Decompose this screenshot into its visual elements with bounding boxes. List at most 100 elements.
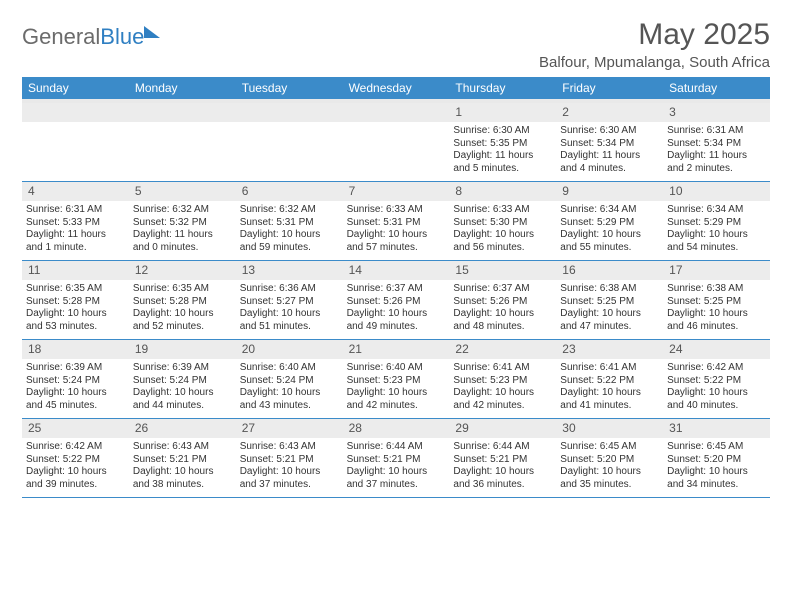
sunrise-line: Sunrise: 6:40 AM: [347, 362, 446, 375]
day-number: 23: [556, 340, 663, 359]
day-number: 18: [22, 340, 129, 359]
sunset-line: Sunset: 5:24 PM: [133, 375, 232, 388]
day-info: Sunrise: 6:38 AMSunset: 5:25 PMDaylight:…: [560, 283, 659, 333]
sunrise-line: Sunrise: 6:45 AM: [667, 441, 766, 454]
sunset-line: Sunset: 5:23 PM: [347, 375, 446, 388]
daylight-line: Daylight: 10 hours and 34 minutes.: [667, 466, 766, 491]
day-number: 16: [556, 261, 663, 280]
daylight-line: Daylight: 10 hours and 39 minutes.: [26, 466, 125, 491]
sunset-line: Sunset: 5:29 PM: [560, 217, 659, 230]
calendar-week: 1Sunrise: 6:30 AMSunset: 5:35 PMDaylight…: [22, 103, 770, 182]
day-info: Sunrise: 6:30 AMSunset: 5:35 PMDaylight:…: [453, 125, 552, 175]
day-info: Sunrise: 6:41 AMSunset: 5:22 PMDaylight:…: [560, 362, 659, 412]
daylight-line: Daylight: 10 hours and 40 minutes.: [667, 387, 766, 412]
calendar-cell: 23 Sunrise: 6:41 AMSunset: 5:22 PMDayligh…: [556, 340, 663, 418]
sunrise-line: Sunrise: 6:45 AM: [560, 441, 659, 454]
day-number: 21: [343, 340, 450, 359]
day-info: Sunrise: 6:33 AMSunset: 5:30 PMDaylight:…: [453, 204, 552, 254]
day-info: Sunrise: 6:44 AMSunset: 5:21 PMDaylight:…: [347, 441, 446, 491]
sunset-line: Sunset: 5:22 PM: [26, 454, 125, 467]
sunset-line: Sunset: 5:25 PM: [560, 296, 659, 309]
daylight-line: Daylight: 11 hours and 1 minute.: [26, 229, 125, 254]
day-number: 22: [449, 340, 556, 359]
day-info: Sunrise: 6:31 AMSunset: 5:33 PMDaylight:…: [26, 204, 125, 254]
calendar: SundayMondayTuesdayWednesdayThursdayFrid…: [22, 77, 770, 498]
daylight-line: Daylight: 10 hours and 35 minutes.: [560, 466, 659, 491]
calendar-cell: 15Sunrise: 6:37 AMSunset: 5:26 PMDayligh…: [449, 261, 556, 339]
day-info: Sunrise: 6:32 AMSunset: 5:32 PMDaylight:…: [133, 204, 232, 254]
calendar-cell: 7Sunrise: 6:33 AMSunset: 5:31 PMDaylight…: [343, 182, 450, 260]
day-number: 14: [343, 261, 450, 280]
day-number: 31: [663, 419, 770, 438]
daylight-line: Daylight: 10 hours and 59 minutes.: [240, 229, 339, 254]
calendar-cell: 26Sunrise: 6:43 AMSunset: 5:21 PMDayligh…: [129, 419, 236, 497]
brand-name-part1: General: [22, 24, 100, 49]
calendar-cell: 24Sunrise: 6:42 AMSunset: 5:22 PMDayligh…: [663, 340, 770, 418]
weekday-header: Monday: [129, 77, 236, 99]
sunset-line: Sunset: 5:25 PM: [667, 296, 766, 309]
daylight-line: Daylight: 10 hours and 37 minutes.: [240, 466, 339, 491]
sunrise-line: Sunrise: 6:35 AM: [26, 283, 125, 296]
day-number: 8: [449, 182, 556, 201]
calendar-cell: 4 Sunrise: 6:31 AMSunset: 5:33 PMDaylight…: [22, 182, 129, 260]
daylight-line: Daylight: 10 hours and 42 minutes.: [347, 387, 446, 412]
sunrise-line: Sunrise: 6:40 AM: [240, 362, 339, 375]
sunrise-line: Sunrise: 6:42 AM: [26, 441, 125, 454]
sunrise-line: Sunrise: 6:43 AM: [133, 441, 232, 454]
day-info: Sunrise: 6:39 AMSunset: 5:24 PMDaylight:…: [133, 362, 232, 412]
title-block: May 2025 Balfour, Mpumalanga, South Afri…: [539, 18, 770, 71]
sunset-line: Sunset: 5:28 PM: [133, 296, 232, 309]
brand-triangle-icon: [144, 26, 160, 38]
day-number-empty: [22, 103, 129, 122]
sunset-line: Sunset: 5:22 PM: [560, 375, 659, 388]
daylight-line: Daylight: 10 hours and 38 minutes.: [133, 466, 232, 491]
day-info: Sunrise: 6:36 AMSunset: 5:27 PMDaylight:…: [240, 283, 339, 333]
sunset-line: Sunset: 5:35 PM: [453, 138, 552, 151]
sunset-line: Sunset: 5:34 PM: [560, 138, 659, 151]
sunrise-line: Sunrise: 6:34 AM: [560, 204, 659, 217]
day-info: Sunrise: 6:37 AMSunset: 5:26 PMDaylight:…: [453, 283, 552, 333]
weekday-header-row: SundayMondayTuesdayWednesdayThursdayFrid…: [22, 77, 770, 99]
page-title: May 2025: [539, 18, 770, 52]
day-number: 11: [22, 261, 129, 280]
day-number: 17: [663, 261, 770, 280]
calendar-cell: 31 Sunrise: 6:45 AMSunset: 5:20 PMDayligh…: [663, 419, 770, 497]
day-info: Sunrise: 6:41 AMSunset: 5:23 PMDaylight:…: [453, 362, 552, 412]
calendar-week: 25Sunrise: 6:42 AMSunset: 5:22 PMDayligh…: [22, 419, 770, 498]
day-info: Sunrise: 6:43 AMSunset: 5:21 PMDaylight:…: [133, 441, 232, 491]
day-info: Sunrise: 6:39 AMSunset: 5:24 PMDaylight:…: [26, 362, 125, 412]
day-number: 4: [22, 182, 129, 201]
daylight-line: Daylight: 10 hours and 37 minutes.: [347, 466, 446, 491]
sunrise-line: Sunrise: 6:41 AM: [453, 362, 552, 375]
day-number-empty: [343, 103, 450, 122]
daylight-line: Daylight: 10 hours and 44 minutes.: [133, 387, 232, 412]
day-info: Sunrise: 6:45 AMSunset: 5:20 PMDaylight:…: [667, 441, 766, 491]
day-number: 13: [236, 261, 343, 280]
sunset-line: Sunset: 5:28 PM: [26, 296, 125, 309]
brand-logo: GeneralBlue: [22, 18, 160, 50]
day-number: 19: [129, 340, 236, 359]
sunrise-line: Sunrise: 6:32 AM: [133, 204, 232, 217]
daylight-line: Daylight: 10 hours and 56 minutes.: [453, 229, 552, 254]
calendar-cell: 5Sunrise: 6:32 AMSunset: 5:32 PMDaylight…: [129, 182, 236, 260]
sunset-line: Sunset: 5:26 PM: [347, 296, 446, 309]
weekday-header: Friday: [556, 77, 663, 99]
sunset-line: Sunset: 5:32 PM: [133, 217, 232, 230]
daylight-line: Daylight: 11 hours and 5 minutes.: [453, 150, 552, 175]
daylight-line: Daylight: 10 hours and 42 minutes.: [453, 387, 552, 412]
day-info: Sunrise: 6:45 AMSunset: 5:20 PMDaylight:…: [560, 441, 659, 491]
day-number: 29: [449, 419, 556, 438]
daylight-line: Daylight: 11 hours and 0 minutes.: [133, 229, 232, 254]
daylight-line: Daylight: 10 hours and 46 minutes.: [667, 308, 766, 333]
sunset-line: Sunset: 5:22 PM: [667, 375, 766, 388]
day-number: 20: [236, 340, 343, 359]
sunset-line: Sunset: 5:21 PM: [240, 454, 339, 467]
day-info: Sunrise: 6:31 AMSunset: 5:34 PMDaylight:…: [667, 125, 766, 175]
sunrise-line: Sunrise: 6:41 AM: [560, 362, 659, 375]
day-info: Sunrise: 6:35 AMSunset: 5:28 PMDaylight:…: [133, 283, 232, 333]
sunrise-line: Sunrise: 6:30 AM: [453, 125, 552, 138]
calendar-cell: 8 Sunrise: 6:33 AMSunset: 5:30 PMDaylight…: [449, 182, 556, 260]
sunset-line: Sunset: 5:20 PM: [560, 454, 659, 467]
daylight-line: Daylight: 11 hours and 2 minutes.: [667, 150, 766, 175]
day-number: 30: [556, 419, 663, 438]
